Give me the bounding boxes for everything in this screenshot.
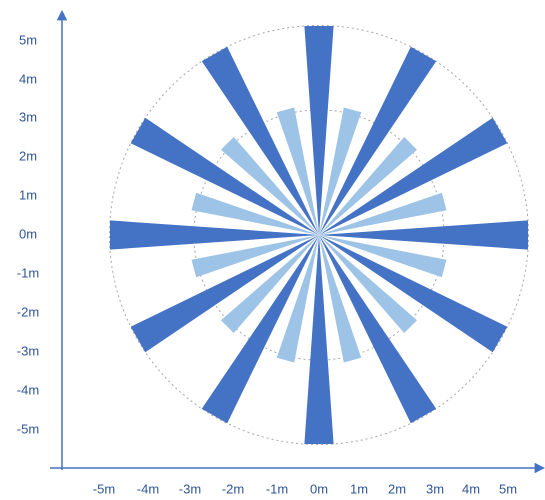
x-tick-label: 1m bbox=[350, 481, 368, 496]
x-tick-label: 2m bbox=[388, 481, 406, 496]
outer-spoke bbox=[304, 26, 334, 235]
outer-spoke bbox=[319, 46, 437, 236]
y-tick-label: -4m bbox=[17, 382, 39, 397]
y-tick-label: 4m bbox=[19, 71, 37, 86]
inner-spokes-group bbox=[191, 107, 447, 363]
y-tick-labels: 5m 4m 3m 2m 1m 0m -1m -2m -3m -4m -5m bbox=[17, 32, 39, 436]
outer-spoke bbox=[110, 220, 319, 250]
x-tick-labels: -5m -4m -3m -2m -1m 0m 1m 2m 3m 4m 5m bbox=[93, 481, 517, 496]
outer-spoke bbox=[201, 46, 319, 236]
x-tick-label: -3m bbox=[179, 481, 201, 496]
inner-spoke bbox=[276, 107, 319, 235]
y-tick-label: 2m bbox=[19, 148, 37, 163]
outer-spoke bbox=[201, 235, 319, 424]
x-tick-label: 5m bbox=[499, 481, 517, 496]
inner-spoke bbox=[319, 235, 447, 278]
outer-spokes-group bbox=[110, 26, 528, 444]
y-tick-label: 3m bbox=[19, 109, 37, 124]
y-tick-label: -1m bbox=[17, 265, 39, 280]
inner-spoke bbox=[319, 137, 417, 235]
inner-spoke bbox=[191, 235, 319, 278]
y-tick-label: -2m bbox=[17, 304, 39, 319]
x-tick-label: 0m bbox=[310, 481, 328, 496]
y-tick-label: 1m bbox=[19, 187, 37, 202]
outer-range-circle bbox=[108, 24, 530, 446]
x-tick-label: -2m bbox=[222, 481, 244, 496]
inner-spoke bbox=[319, 192, 447, 235]
inner-spoke bbox=[276, 235, 319, 363]
y-tick-label: -5m bbox=[17, 421, 39, 436]
y-tick-label: -3m bbox=[17, 343, 39, 358]
outer-spoke bbox=[319, 220, 528, 250]
x-tick-label: -1m bbox=[266, 481, 288, 496]
inner-spoke bbox=[221, 137, 319, 235]
x-tick-label: 3m bbox=[426, 481, 444, 496]
inner-spoke bbox=[319, 107, 362, 235]
inner-spoke bbox=[191, 192, 319, 235]
x-tick-label: 4m bbox=[462, 481, 480, 496]
y-tick-label: 5m bbox=[19, 32, 37, 47]
y-tick-label: 0m bbox=[19, 226, 37, 241]
outer-spoke bbox=[319, 235, 437, 424]
outer-spoke bbox=[130, 117, 319, 235]
inner-spoke bbox=[319, 235, 417, 333]
outer-spoke bbox=[130, 235, 319, 353]
inner-spoke bbox=[221, 235, 319, 333]
x-tick-label: -4m bbox=[137, 481, 159, 496]
outer-spoke bbox=[304, 235, 334, 444]
outer-spoke bbox=[319, 235, 508, 353]
x-tick-label: -5m bbox=[93, 481, 115, 496]
outer-spoke bbox=[319, 117, 508, 235]
inner-spoke bbox=[319, 235, 362, 363]
